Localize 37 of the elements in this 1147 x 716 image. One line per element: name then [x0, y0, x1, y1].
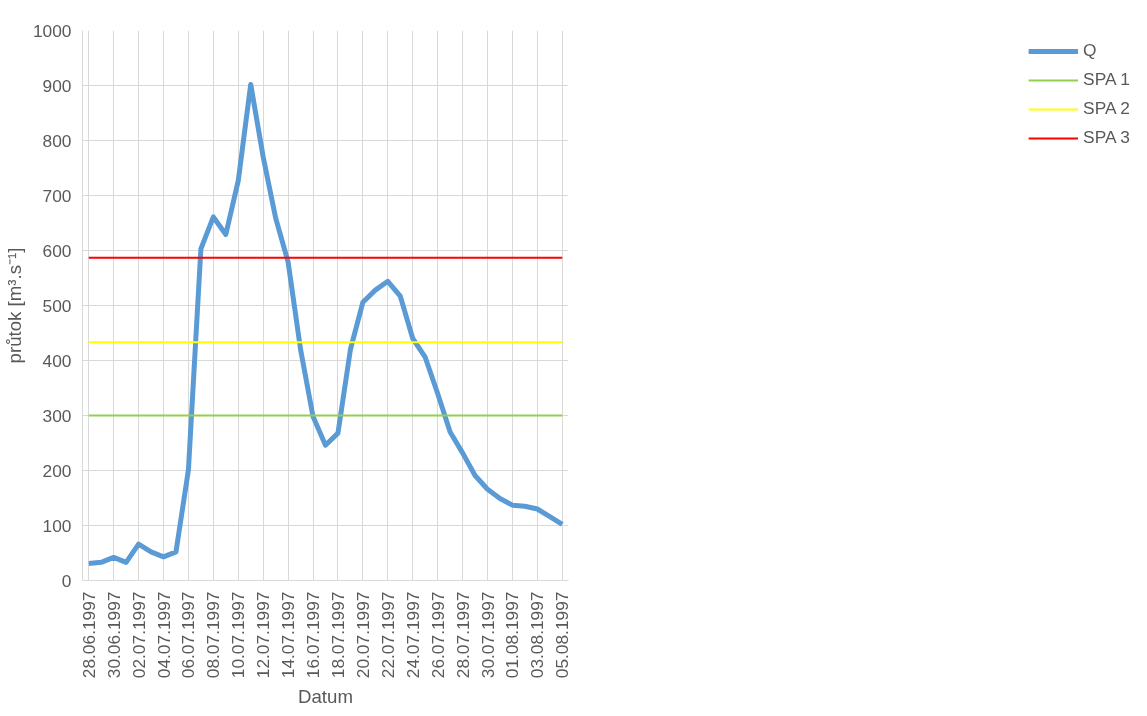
x-tick-label: 30.07.1997	[477, 591, 498, 679]
x-tick-label: 20.07.1997	[352, 591, 373, 679]
y-tick-label: 300	[42, 405, 72, 426]
y-tick-label: 600	[42, 240, 72, 261]
y-tick-label: 100	[42, 515, 72, 536]
x-tick-label: 24.07.1997	[402, 591, 423, 679]
y-tick-label: 0	[61, 570, 72, 591]
x-tick-label: 28.07.1997	[452, 591, 473, 679]
x-tick-label: 03.08.1997	[527, 591, 548, 679]
x-tick-label: 28.06.1997	[78, 591, 99, 679]
x-tick-label: 10.07.1997	[228, 591, 249, 679]
y-tick-label: 700	[42, 185, 72, 206]
x-tick-label: 02.07.1997	[128, 591, 149, 679]
y-tick-label: 500	[42, 295, 72, 316]
x-tick-label: 05.08.1997	[552, 591, 573, 679]
y-tick-label: 800	[42, 130, 72, 151]
x-tick-label: 18.07.1997	[327, 591, 348, 679]
legend-label: SPA 3	[1083, 127, 1130, 148]
x-tick-label: 16.07.1997	[303, 591, 324, 679]
y-axis-title: průtok [m³.s⁻¹]	[3, 247, 25, 364]
x-tick-label: 04.07.1997	[153, 591, 174, 679]
x-tick-label: 30.06.1997	[103, 591, 124, 679]
x-tick-label: 12.07.1997	[253, 591, 274, 679]
y-tick-label: 400	[42, 350, 72, 371]
y-tick-label: 1000	[32, 20, 72, 41]
x-tick-label: 01.08.1997	[502, 591, 523, 679]
y-tick-label: 900	[42, 75, 72, 96]
x-axis-title: Datum	[298, 686, 353, 708]
legend-label: SPA 1	[1083, 69, 1130, 90]
x-tick-label: 22.07.1997	[377, 591, 398, 679]
x-tick-label: 26.07.1997	[427, 591, 448, 679]
y-tick-label: 200	[42, 460, 72, 481]
legend-label: SPA 2	[1083, 98, 1130, 119]
x-tick-label: 06.07.1997	[178, 591, 199, 679]
x-tick-label: 14.07.1997	[278, 591, 299, 679]
x-tick-label: 08.07.1997	[203, 591, 224, 679]
legend-label: Q	[1083, 40, 1098, 61]
